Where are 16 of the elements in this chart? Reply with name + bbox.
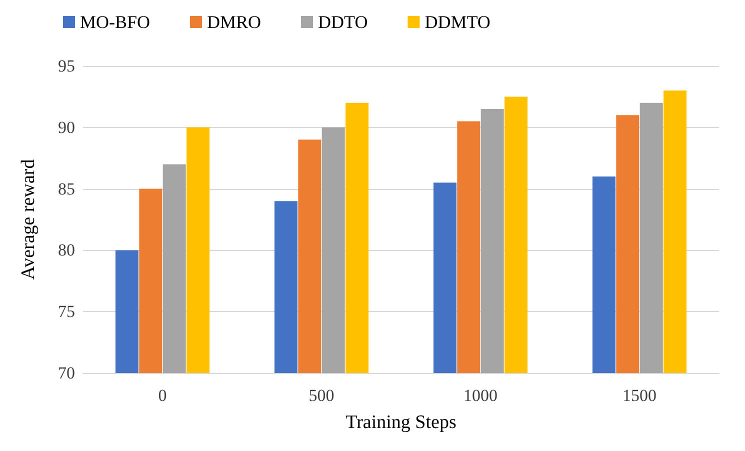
x-tick-label: 0 [158,386,167,405]
x-tick-label: 1500 [622,386,656,405]
y-tick-label: 85 [58,179,75,198]
y-tick-label: 95 [58,56,75,76]
x-axis-title: Training Steps [346,412,456,433]
legend-label: DMRO [207,12,262,32]
legend-label: DDMTO [424,12,490,32]
y-tick-label: 80 [58,240,75,260]
legend-label: MO-BFO [80,12,150,32]
x-tick-label: 1000 [464,386,498,405]
x-tick-label: 500 [308,386,334,405]
y-tick-label: 90 [58,118,75,137]
y-axis-title: Average reward [18,158,39,280]
y-tick-label: 70 [58,364,75,382]
legend-label: DDTO [318,12,368,32]
y-tick-label: 75 [58,302,75,322]
